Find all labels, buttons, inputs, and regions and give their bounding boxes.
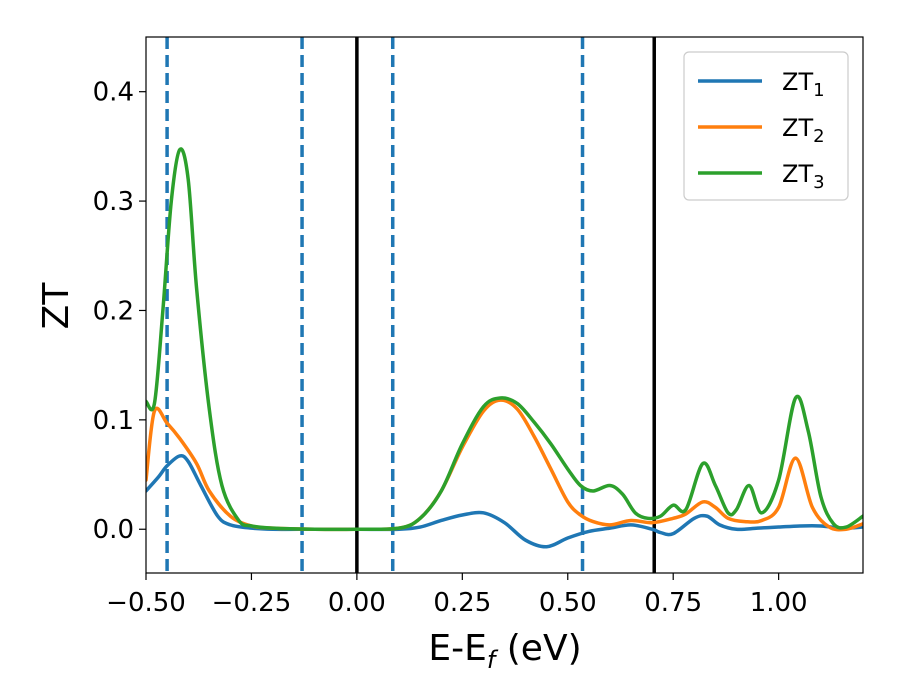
plot-frame bbox=[145, 36, 864, 574]
x-axis-label-suffix: (eV) bbox=[495, 628, 581, 669]
x-tick-label: 0.00 bbox=[328, 588, 386, 618]
x-tick-label: −0.25 bbox=[212, 588, 292, 618]
legend-label-zt3: ZT3 bbox=[782, 160, 825, 193]
y-tick-label: 0.1 bbox=[93, 406, 134, 436]
y-axis-ticks: 0.0 0.1 0.2 0.3 0.4 bbox=[93, 78, 146, 545]
legend-box bbox=[683, 51, 849, 201]
series-line-zt1 bbox=[146, 454, 863, 549]
y-tick-label: 0.4 bbox=[93, 78, 134, 108]
x-tick-label: 1.00 bbox=[750, 588, 808, 618]
legend: ZT1 ZT2 ZT3 bbox=[683, 51, 849, 201]
x-tick-label: 0.75 bbox=[644, 588, 702, 618]
y-tick-label: 0.0 bbox=[93, 515, 134, 545]
x-tick-label: 0.25 bbox=[433, 588, 491, 618]
y-axis-label: ZT bbox=[36, 282, 77, 330]
legend-label-zt1: ZT1 bbox=[782, 68, 825, 101]
series-line-zt2 bbox=[146, 398, 863, 532]
y-tick-label: 0.2 bbox=[93, 296, 134, 326]
series-line-zt3 bbox=[146, 147, 863, 532]
x-axis-label: E-Ef (eV) bbox=[428, 628, 581, 674]
series-lines bbox=[146, 147, 863, 549]
x-axis-label-main: E-E bbox=[428, 628, 486, 669]
plot-border bbox=[145, 36, 864, 574]
x-tick-label: 0.50 bbox=[539, 588, 597, 618]
x-tick-label: −0.50 bbox=[106, 588, 186, 618]
y-tick-label: 0.3 bbox=[93, 187, 134, 217]
x-axis-ticks: −0.50 −0.25 0.00 0.25 0.50 0.75 1.00 bbox=[106, 573, 808, 618]
legend-label-zt2: ZT2 bbox=[782, 114, 825, 147]
vertical-reference-lines bbox=[165, 37, 656, 573]
